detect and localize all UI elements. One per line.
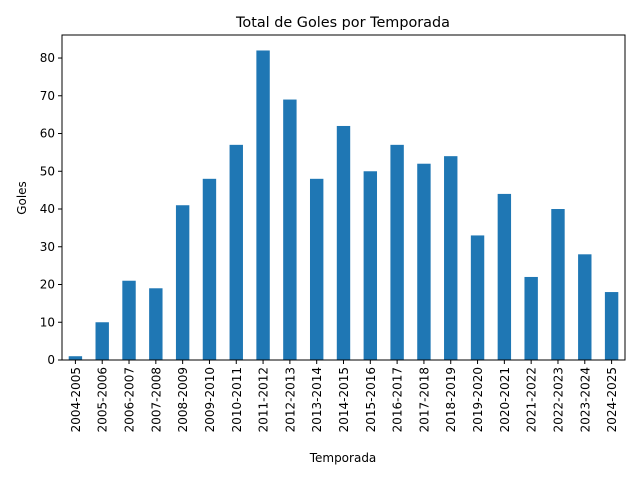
bar-2021-2022 bbox=[524, 276, 538, 360]
chart-title: Total de Goles por Temporada bbox=[235, 15, 450, 31]
bar-2022-2023 bbox=[551, 209, 565, 360]
x-tick-label: 2022-2023 bbox=[551, 367, 565, 432]
x-tick-label: 2004-2005 bbox=[69, 367, 83, 432]
bar-2020-2021 bbox=[497, 193, 512, 360]
x-tick-label: 2020-2021 bbox=[498, 367, 512, 432]
bar-2004-2005 bbox=[68, 356, 83, 360]
y-tick-label: 10 bbox=[40, 315, 55, 329]
x-tick-label: 2021-2022 bbox=[525, 367, 539, 432]
bar-2011-2012 bbox=[256, 50, 270, 360]
x-tick-label: 2011-2012 bbox=[257, 367, 271, 432]
bar-2019-2020 bbox=[470, 235, 485, 360]
y-tick-label: 20 bbox=[40, 278, 55, 292]
plot-area bbox=[61, 34, 626, 361]
y-tick-label: 30 bbox=[40, 240, 55, 254]
x-tick-label: 2013-2014 bbox=[310, 367, 324, 432]
bar-2023-2024 bbox=[578, 254, 592, 360]
x-tick-label: 2016-2017 bbox=[391, 367, 405, 432]
y-axis-label: Goles bbox=[15, 181, 29, 215]
x-tick-label: 2019-2020 bbox=[471, 367, 485, 432]
y-tick-label: 60 bbox=[40, 127, 55, 141]
y-tick-label: 50 bbox=[40, 164, 55, 178]
bar-2012-2013 bbox=[283, 99, 297, 361]
bar-2006-2007 bbox=[122, 280, 136, 360]
x-tick-label: 2015-2016 bbox=[364, 367, 378, 432]
y-tick-label: 70 bbox=[40, 89, 55, 103]
x-tick-label: 2024-2025 bbox=[605, 367, 619, 432]
x-tick-label: 2006-2007 bbox=[123, 367, 137, 432]
y-tick-label: 40 bbox=[40, 202, 55, 216]
y-axis: 0 10 20 30 40 50 60 70 80 bbox=[40, 51, 62, 367]
y-tick-label: 80 bbox=[40, 51, 55, 65]
bar-2024-2025 bbox=[604, 292, 619, 360]
x-tick-label: 2008-2009 bbox=[176, 367, 190, 432]
x-tick-label: 2009-2010 bbox=[203, 367, 217, 432]
bar-2015-2016 bbox=[363, 171, 378, 360]
x-tick-label: 2012-2013 bbox=[283, 367, 297, 432]
bar-2009-2010 bbox=[202, 178, 217, 360]
bar-2007-2008 bbox=[149, 288, 163, 360]
x-tick-label: 2018-2019 bbox=[444, 367, 458, 432]
x-tick-label: 2010-2011 bbox=[230, 367, 244, 432]
x-tick-label: 2017-2018 bbox=[417, 367, 431, 432]
y-tick-label: 0 bbox=[47, 353, 55, 367]
x-tick-label: 2023-2024 bbox=[578, 367, 592, 432]
bar-2018-2019 bbox=[444, 156, 458, 360]
x-tick-label: 2007-2008 bbox=[149, 367, 163, 432]
bar-2008-2009 bbox=[175, 205, 190, 360]
bar-2017-2018 bbox=[417, 163, 431, 360]
bar-2010-2011 bbox=[229, 144, 243, 360]
x-axis: 2004-2005 2005-2006 2006-2007 2007-2008 2008… bbox=[69, 360, 619, 432]
bar-2016-2017 bbox=[390, 144, 404, 360]
x-axis-label: Temporada bbox=[309, 451, 377, 465]
bar-2014-2015 bbox=[336, 125, 351, 360]
x-tick-label: 2014-2015 bbox=[337, 367, 351, 432]
bar-2005-2006 bbox=[95, 322, 109, 360]
x-tick-label: 2005-2006 bbox=[96, 367, 110, 432]
bar-2013-2014 bbox=[309, 178, 324, 360]
